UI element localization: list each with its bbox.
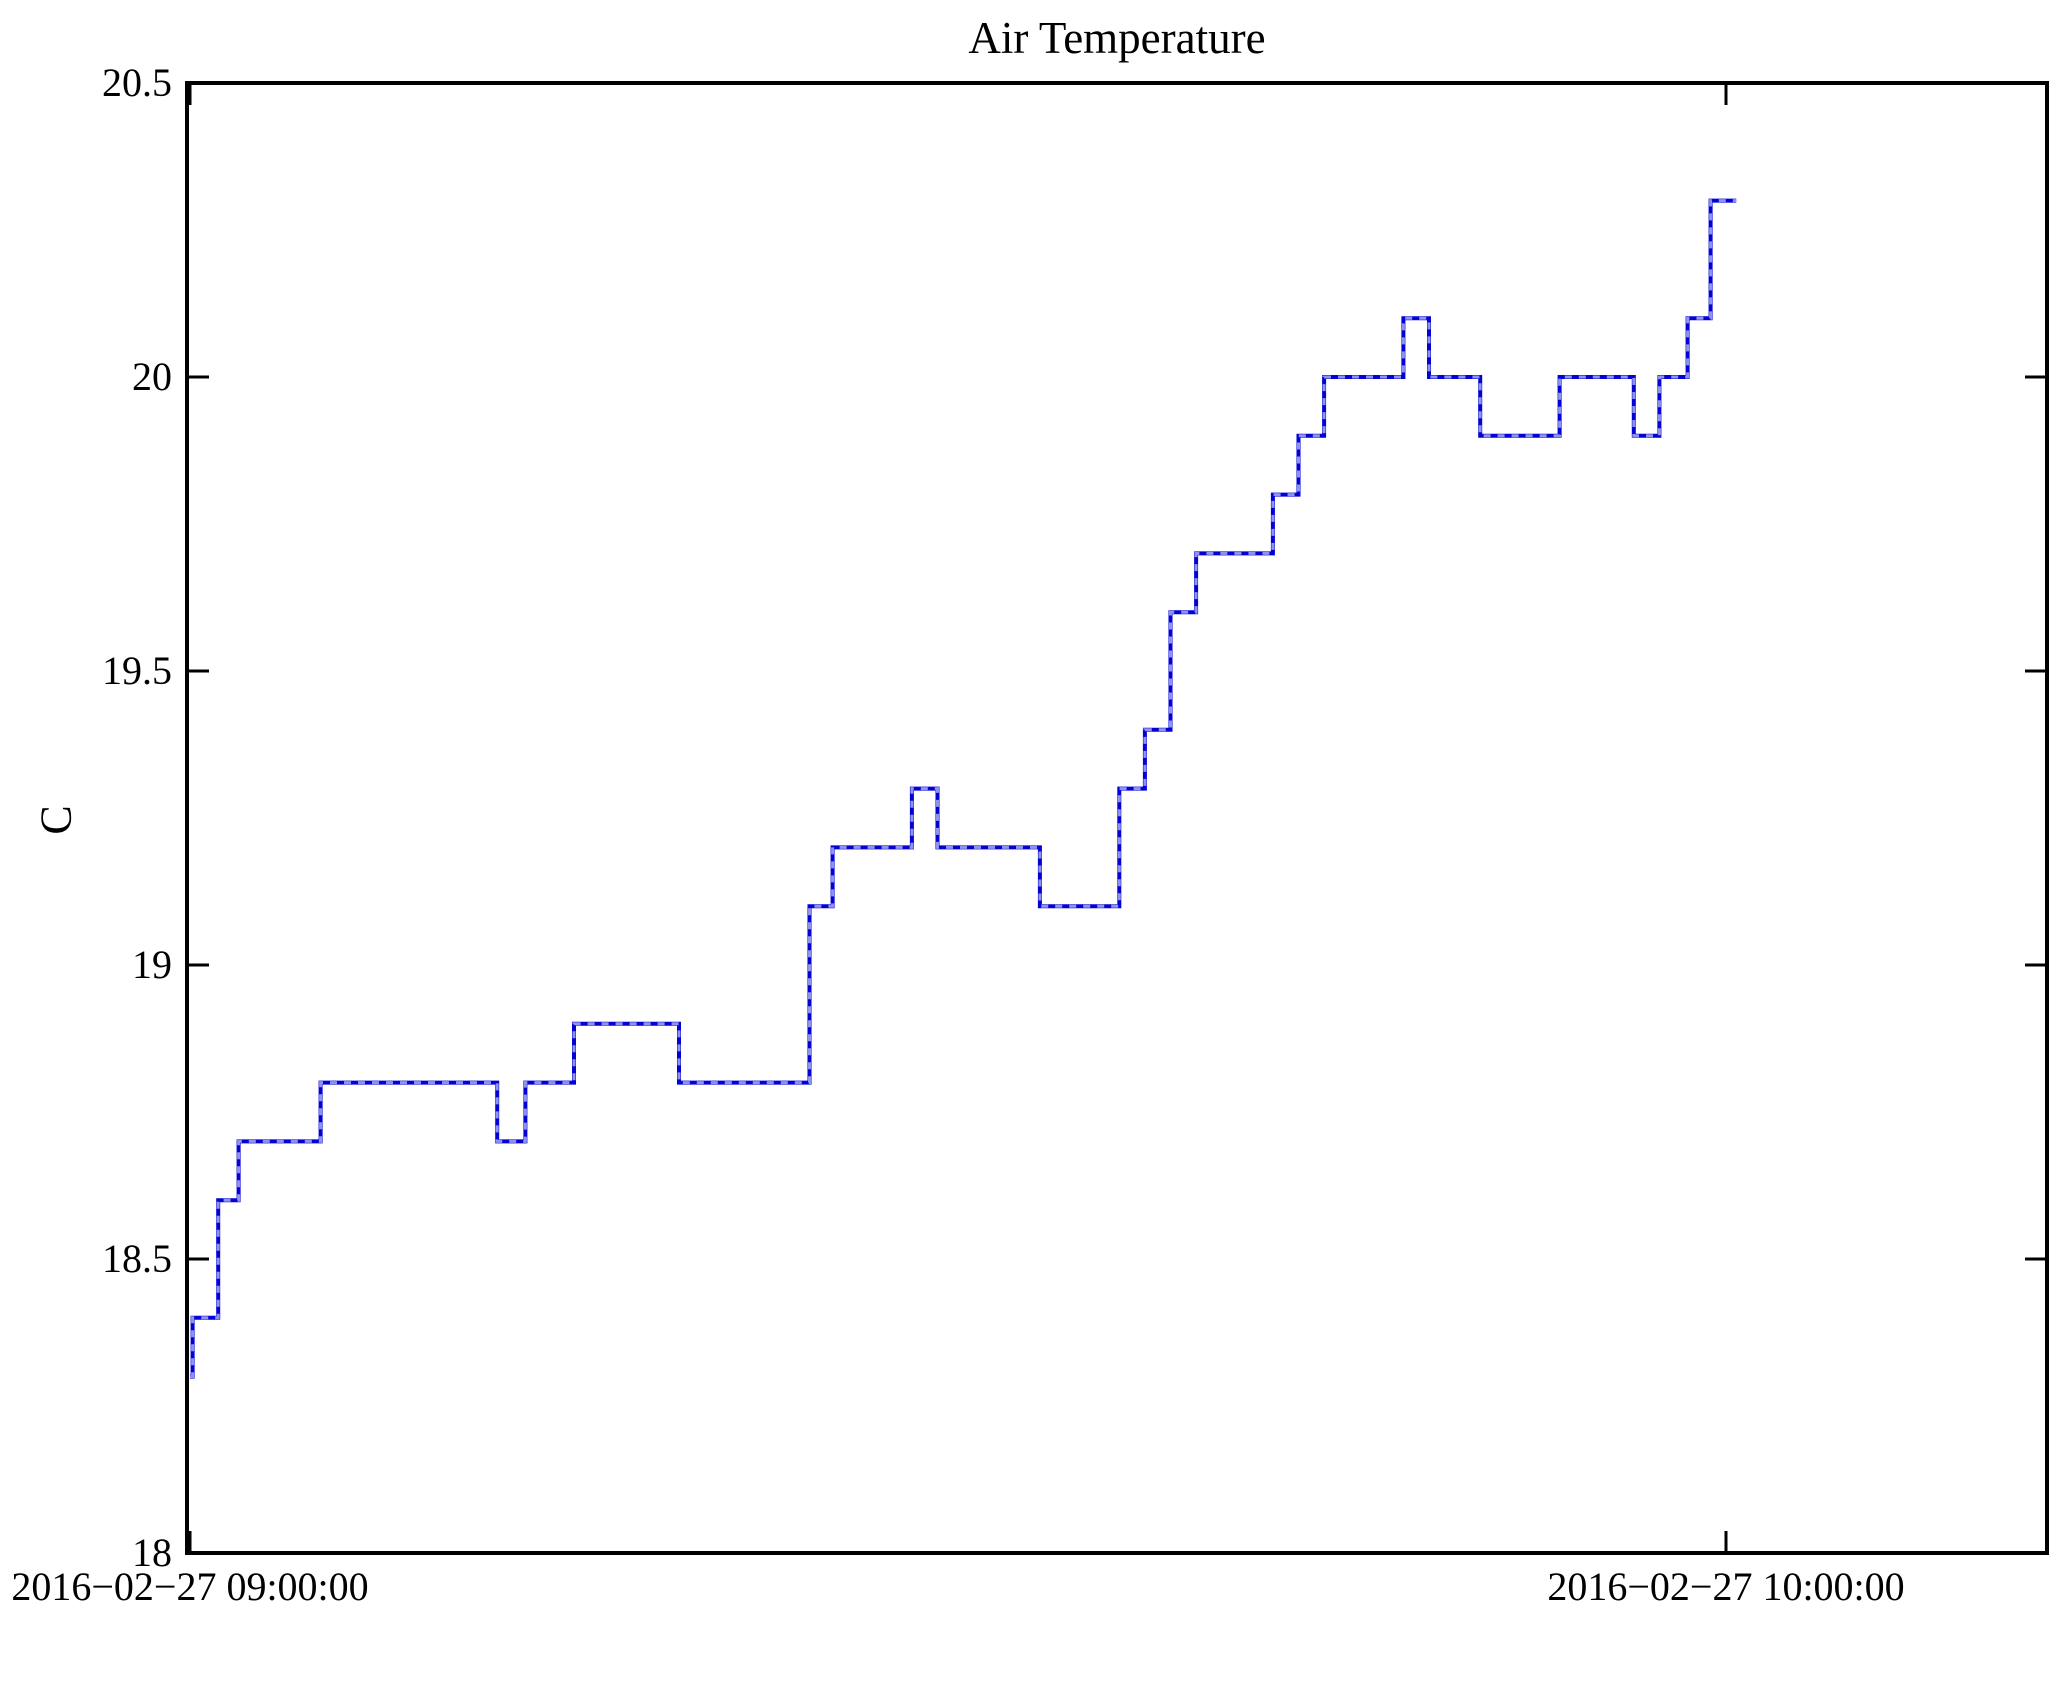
y-tick-label: 18.5 — [102, 1236, 172, 1281]
axis-box — [185, 81, 2049, 1555]
x-tick-label: 2016−02−27 09:00:00 — [11, 1564, 369, 1609]
y-tick-label: 19 — [132, 942, 172, 987]
temperature-step-line — [190, 198, 1737, 1379]
x-tick-label: 2016−02−27 10:00:00 — [1547, 1564, 1905, 1609]
chart-title: Air Temperature — [968, 13, 1266, 63]
y-axis-label: C — [31, 805, 81, 835]
temperature-line-markers — [190, 199, 1737, 1379]
y-tick-label: 20 — [132, 354, 172, 399]
y-tick-label: 19.5 — [102, 648, 172, 693]
y-tick-label: 18 — [132, 1530, 172, 1575]
y-tick-label: 20.5 — [102, 60, 172, 105]
